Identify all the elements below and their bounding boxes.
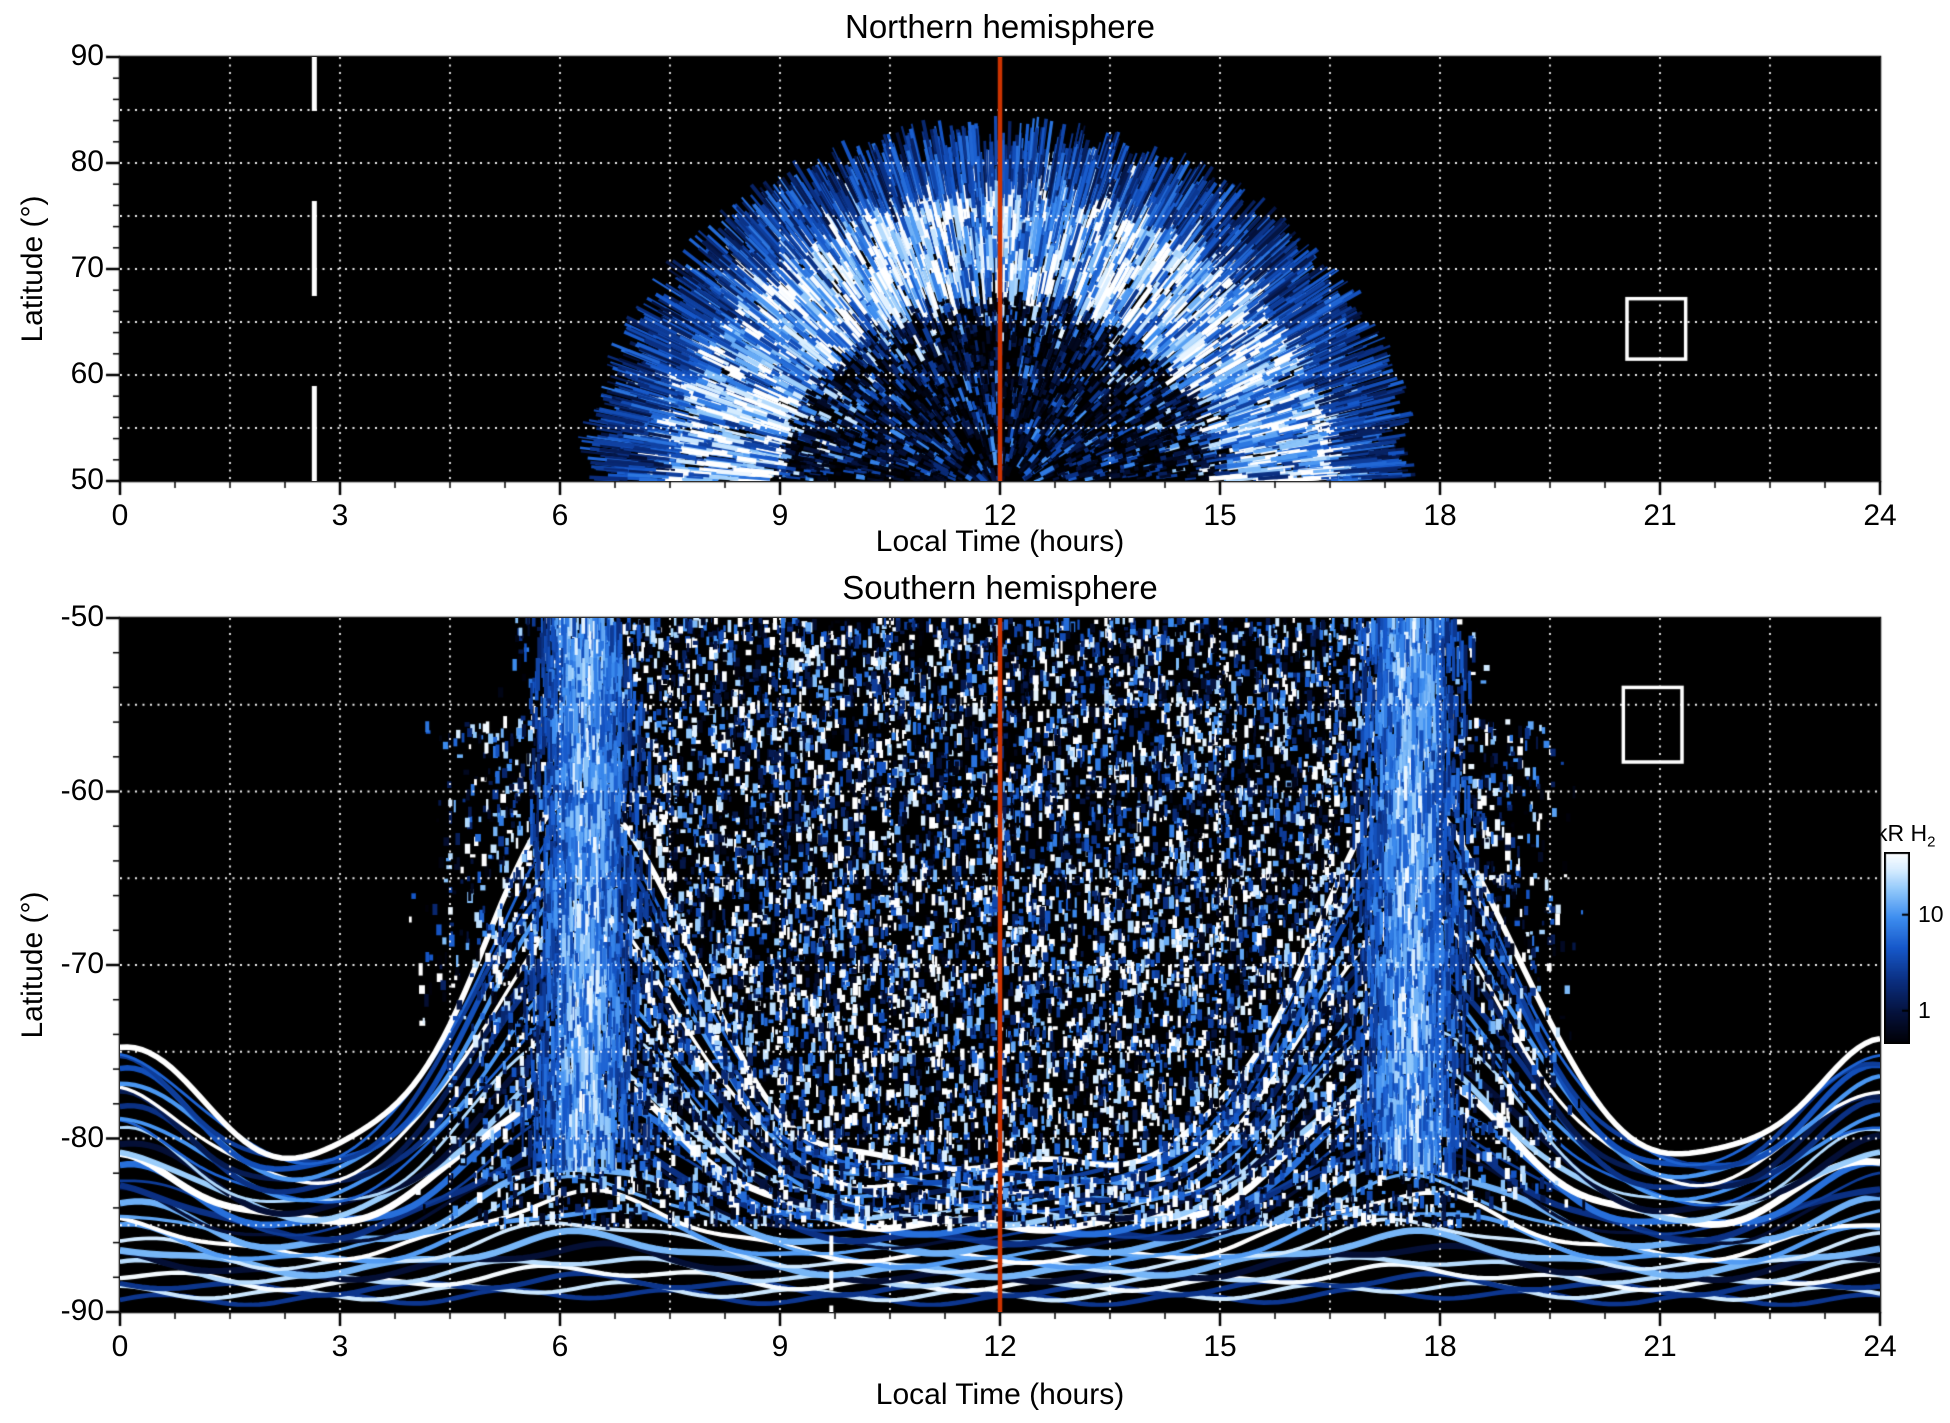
south-x-tick-label: 21 bbox=[1643, 1330, 1677, 1363]
south-x-tick-label: 24 bbox=[1863, 1330, 1897, 1363]
colorbar-tick-label: 1 bbox=[1918, 996, 1931, 1023]
south-x-tick-label: 12 bbox=[983, 1330, 1017, 1363]
south-y-tick-label: -70 bbox=[60, 947, 104, 980]
south-x-tick-label: 6 bbox=[551, 1330, 569, 1363]
north-x-tick-label: 24 bbox=[1863, 499, 1897, 532]
north-x-tick-label: 12 bbox=[983, 499, 1017, 532]
north-x-tick-label: 3 bbox=[331, 499, 349, 532]
colorbar-tick-label: 10 bbox=[1918, 900, 1944, 927]
colorbar-gradient bbox=[1884, 852, 1910, 1044]
south-x-tick-label: 15 bbox=[1203, 1330, 1237, 1363]
north-x-axis-label: Local Time (hours) bbox=[875, 525, 1125, 558]
southern-hemisphere-heatmap bbox=[120, 618, 1880, 1312]
north-y-tick-label: 80 bbox=[70, 145, 104, 178]
south-x-axis-label: Local Time (hours) bbox=[875, 1378, 1125, 1411]
south-x-tick-label: 0 bbox=[111, 1330, 129, 1363]
south-y-tick-label: -90 bbox=[60, 1294, 104, 1327]
south-x-tick-label: 18 bbox=[1423, 1330, 1457, 1363]
south-panel-title: Southern hemisphere bbox=[842, 569, 1158, 606]
north-x-tick-label: 18 bbox=[1423, 499, 1457, 532]
colorbar-label-subscript: 2 bbox=[1927, 833, 1936, 851]
south-y-tick-label: -80 bbox=[60, 1120, 104, 1154]
south-x-tick-label: 3 bbox=[331, 1330, 349, 1363]
north-y-tick-label: 90 bbox=[70, 39, 104, 72]
colorbar-label-text: kR H bbox=[1876, 820, 1928, 846]
south-y-tick-label: -60 bbox=[60, 773, 104, 807]
north-y-tick-label: 60 bbox=[70, 357, 104, 390]
colorbar-label: kR H2 bbox=[1876, 820, 1935, 851]
north-x-tick-label: 0 bbox=[111, 499, 129, 532]
north-x-tick-label: 6 bbox=[551, 499, 569, 532]
north-x-tick-label: 21 bbox=[1643, 499, 1677, 532]
north-x-tick-label: 9 bbox=[771, 499, 789, 532]
north-y-tick-label: 70 bbox=[70, 251, 104, 284]
north-y-tick-label: 50 bbox=[70, 463, 104, 496]
north-x-tick-label: 15 bbox=[1203, 499, 1237, 532]
northern-hemisphere-heatmap bbox=[120, 57, 1880, 481]
south-y-tick-label: -50 bbox=[60, 600, 104, 633]
south-x-tick-label: 9 bbox=[771, 1330, 789, 1363]
north-panel-title: Northern hemisphere bbox=[845, 8, 1155, 45]
